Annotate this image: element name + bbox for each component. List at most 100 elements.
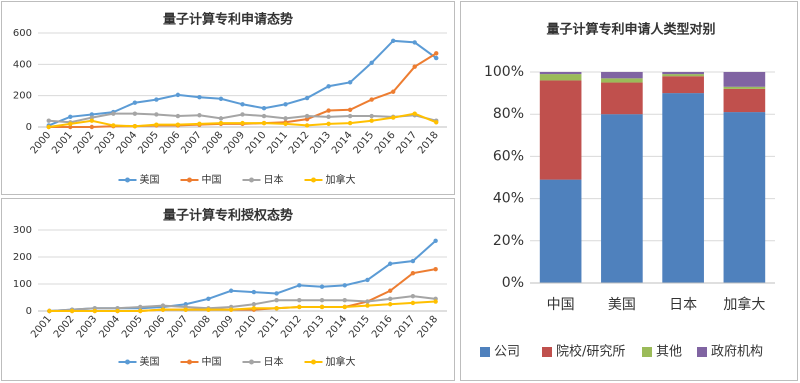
legend-marker [125,359,130,365]
line [49,300,436,312]
x-tick-label: 美国 [608,297,636,313]
legend-swatch [697,347,707,357]
legend-marker [187,359,192,365]
marker [274,306,279,311]
marker [412,64,417,69]
marker [197,95,202,100]
x-tick-label: 2004 [115,130,140,157]
legend-swatch [480,347,490,357]
marker [410,300,416,306]
marker [132,124,138,129]
marker [111,123,116,128]
x-tick-label: 2004 [97,314,122,341]
y-tick-label: 100 [13,279,32,290]
marker [412,40,417,45]
marker [69,308,75,314]
x-tick-label: 2016 [370,314,395,341]
marker [175,122,181,127]
marker [47,308,52,314]
legend-swatch [542,347,552,357]
bar-segment [723,86,766,89]
legend-label: 美国 [140,355,160,368]
legend-label: 其他 [656,345,682,360]
y-tick-label: 40% [493,191,524,207]
legend-label: 中国 [202,355,222,368]
y-tick-label: 200 [13,252,32,263]
marker [175,113,181,119]
y-tick-label: 600 [13,28,32,39]
marker [433,266,438,272]
x-tick-label: 2003 [75,314,100,341]
x-tick-label: 2012 [287,130,312,157]
marker [154,122,159,127]
marker [304,116,310,122]
marker [89,115,95,120]
marker [297,298,302,303]
marker [274,291,279,296]
x-tick-label: 2011 [265,130,290,157]
marker [304,95,310,101]
x-tick-label: 2002 [72,130,97,157]
marker [132,111,138,116]
bar-segment [723,112,766,283]
legend-label: 日本 [264,355,284,368]
marker [46,118,51,123]
y-tick-label: 0 [26,122,32,133]
marker [138,304,143,310]
marker [347,120,353,126]
x-tick-label: 2018 [415,314,440,341]
marker [283,102,288,107]
marker [390,115,396,120]
bar-segment [662,93,704,283]
marker [68,114,73,120]
panel [1,1,455,195]
marker [89,118,95,123]
marker [115,308,120,314]
legend-marker [125,177,130,183]
x-tick-label: 2001 [29,314,54,341]
marker [433,238,438,243]
x-tick-label: 2017 [393,314,418,341]
marker [160,303,166,308]
y-tick-label: 0 [26,306,32,317]
marker [251,306,257,311]
marker [132,100,138,105]
marker [89,112,95,117]
marker [283,116,288,121]
marker [197,121,202,127]
legend-label: 院校/研究所 [556,344,625,360]
marker [228,288,234,293]
marker [251,289,257,295]
legend-label: 中国 [202,173,222,186]
panel [1,198,455,381]
marker [410,293,416,299]
marker [297,304,302,310]
marker [206,296,211,302]
bar-segment [723,88,766,113]
marker [412,111,417,116]
marker [183,307,188,312]
marker [319,284,325,289]
y-tick-label: 20% [493,233,524,249]
x-tick-label: 2013 [308,130,333,157]
marker [433,299,438,304]
marker [228,307,234,312]
marker [251,302,257,307]
marker [304,123,310,128]
marker [197,113,202,118]
marker [89,124,95,130]
y-tick-label: 80% [493,106,524,122]
x-tick-label: 2002 [52,314,77,341]
chart-title: 量子计算专利申请人类型对别 [546,22,715,38]
marker [297,283,302,288]
marker [218,116,224,121]
marker [46,124,51,130]
marker [390,38,396,44]
marker [434,120,439,125]
marker [434,55,439,61]
marker [283,121,288,127]
x-tick-label: 2010 [244,130,269,157]
marker [92,308,98,314]
marker [111,111,116,116]
